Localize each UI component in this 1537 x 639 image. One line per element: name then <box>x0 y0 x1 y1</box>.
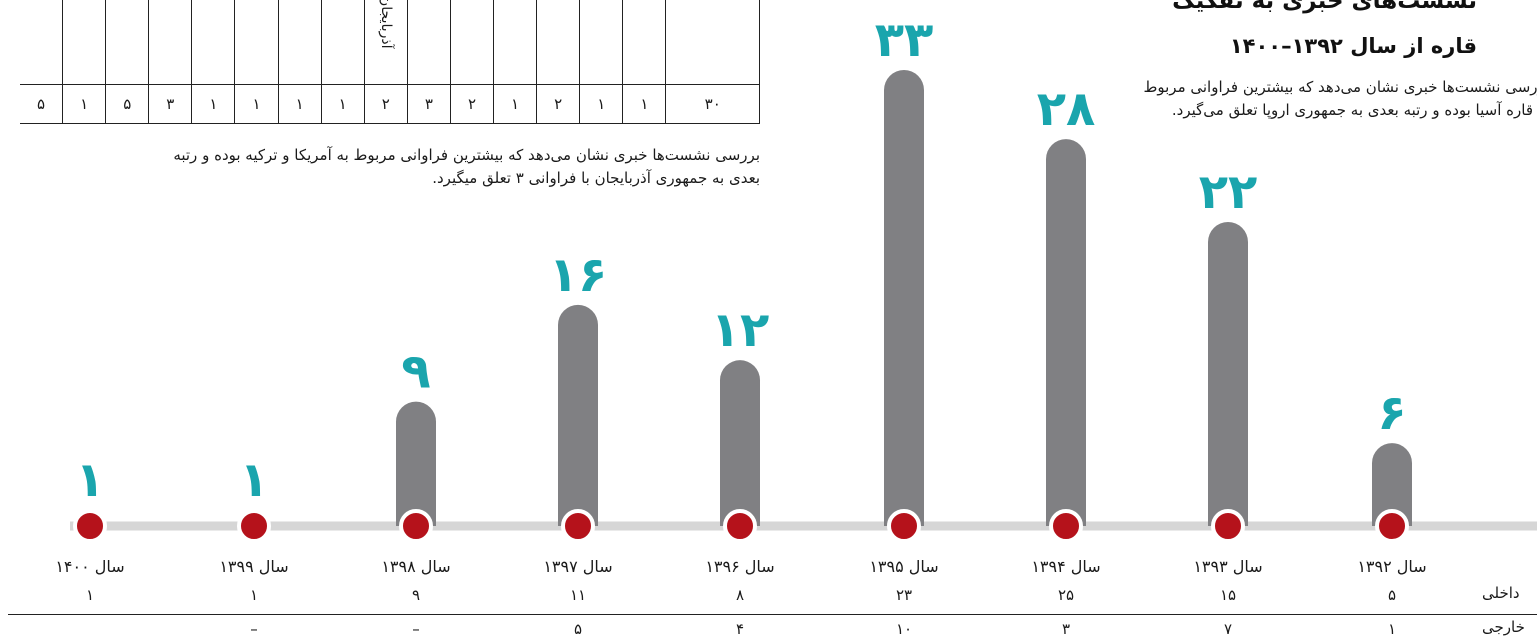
year-label: سال ۱۳۹۸ <box>381 557 450 576</box>
year-dot <box>237 509 271 543</box>
foreign-value: ۷ <box>1224 620 1232 638</box>
year-dot <box>1049 509 1083 543</box>
chart-title: نشست‌های خبری به تفکیک <box>1172 0 1477 14</box>
bar <box>396 401 436 526</box>
year-dot <box>1211 509 1245 543</box>
country-value-cell: ۲ <box>451 85 495 123</box>
domestic-value: ۹ <box>412 586 420 604</box>
country-note: بررسی نشست‌ها خبری نشان می‌دهد که بیشتری… <box>173 146 760 187</box>
foreign-value: ۱۰ <box>896 620 912 638</box>
country-value-cell: ۱ <box>192 85 236 123</box>
country-value-cell: ۱ <box>580 85 624 123</box>
foreign-value: ۳ <box>1062 620 1070 638</box>
value-label: ۱ <box>239 452 268 508</box>
value-label: ۲۲ <box>1199 164 1258 220</box>
value-label: ۱۶ <box>549 247 608 303</box>
country-col-13 <box>580 0 624 84</box>
value-label: ۹ <box>401 344 430 400</box>
year-label: سال ۱۳۹۹ <box>219 557 288 576</box>
value-label: ۱۲ <box>711 302 770 358</box>
country-col-12 <box>537 0 581 84</box>
country-value-cell: ۲ <box>365 85 408 123</box>
domestic-value: ۸ <box>736 586 744 604</box>
year-label: سال ۱۴۰۰ <box>55 557 124 576</box>
foreign-value: – <box>412 620 420 638</box>
country-value-cell: ۲ <box>537 85 581 123</box>
year-label: سال ۱۳۹۷ <box>543 557 612 576</box>
bar <box>558 304 598 526</box>
country-value-cell: ۵ <box>106 85 150 123</box>
country-value-cell: ۱ <box>322 85 365 123</box>
country-col-10 <box>451 0 495 84</box>
country-col-3 <box>149 0 193 84</box>
chart-subtitle: قاره از سال ۱۳۹۲–۱۴۰۰ <box>1229 34 1477 58</box>
country-col-5 <box>235 0 279 84</box>
domestic-value: ۲۳ <box>896 586 912 604</box>
country-col-9 <box>408 0 451 84</box>
country-value-cell: ۳ <box>149 85 193 123</box>
value-label: ۶ <box>1377 385 1406 441</box>
bar <box>1046 139 1086 526</box>
foreign-value: ۴ <box>736 620 744 638</box>
country-col-8: آذربایجان <box>365 0 408 84</box>
year-dot <box>1375 509 1409 543</box>
domestic-value: ۱ <box>86 586 94 604</box>
country-col-6 <box>279 0 322 84</box>
bar <box>1208 222 1248 526</box>
country-table-headers: آذربایجان <box>20 0 761 85</box>
year-label: سال ۱۳۹۵ <box>869 557 938 576</box>
country-col-1 <box>63 0 107 84</box>
country-table: آذربایجان ۵ ۱ ۵ ۳ ۱ ۱ ۱ ۱ ۲ ۳ ۲ ۱ ۲ ۱ ۱ ۳۰ <box>20 0 761 124</box>
value-label: ۱ <box>75 452 104 508</box>
year-dot <box>561 509 595 543</box>
country-value-cell: ۱ <box>279 85 322 123</box>
year-label: سال ۱۳۹۴ <box>1031 557 1100 576</box>
foreign-value: ۵ <box>574 620 582 638</box>
country-value-cell: ۳۰ <box>666 85 761 123</box>
bar <box>720 360 760 526</box>
row-divider <box>8 614 1537 615</box>
year-label: سال ۱۳۹۲ <box>1357 557 1426 576</box>
country-table-values: ۵ ۱ ۵ ۳ ۱ ۱ ۱ ۱ ۲ ۳ ۲ ۱ ۲ ۱ ۱ ۳۰ <box>20 85 761 124</box>
country-value-cell: ۱ <box>63 85 107 123</box>
country-value-cell: ۵ <box>20 85 64 123</box>
country-value-cell: ۳ <box>408 85 451 123</box>
domestic-row-label: داخلی <box>1482 584 1520 602</box>
foreign-value: – <box>250 620 258 638</box>
country-col-14 <box>623 0 667 84</box>
country-value-cell: ۱ <box>494 85 538 123</box>
country-col-7 <box>322 0 365 84</box>
bar <box>1372 443 1412 526</box>
country-col-15 <box>666 0 761 84</box>
year-dot <box>73 509 107 543</box>
foreign-value: ۱ <box>1388 620 1396 638</box>
value-label: ۲۸ <box>1037 81 1096 137</box>
year-dot <box>399 509 433 543</box>
value-label: ۳۳ <box>875 12 934 68</box>
year-label: سال ۱۳۹۶ <box>705 557 774 576</box>
domestic-value: ۵ <box>1388 586 1396 604</box>
domestic-value: ۲۵ <box>1058 586 1074 604</box>
bar <box>884 70 924 526</box>
domestic-value: ۱۱ <box>570 586 586 604</box>
year-dot <box>887 509 921 543</box>
continent-note: بررسی نشست‌ها خبری نشان می‌دهد که بیشتری… <box>1143 78 1537 119</box>
country-col-label: آذربایجان <box>377 0 394 49</box>
domestic-value: ۱۵ <box>1220 586 1236 604</box>
country-value-cell: ۱ <box>623 85 667 123</box>
country-col-11 <box>494 0 538 84</box>
domestic-value: ۱ <box>250 586 258 604</box>
country-col-0 <box>20 0 64 84</box>
year-label: سال ۱۳۹۳ <box>1193 557 1262 576</box>
country-col-4 <box>192 0 236 84</box>
country-col-2 <box>106 0 150 84</box>
country-value-cell: ۱ <box>235 85 279 123</box>
foreign-row-label: خارجی <box>1482 618 1525 636</box>
year-dot <box>723 509 757 543</box>
